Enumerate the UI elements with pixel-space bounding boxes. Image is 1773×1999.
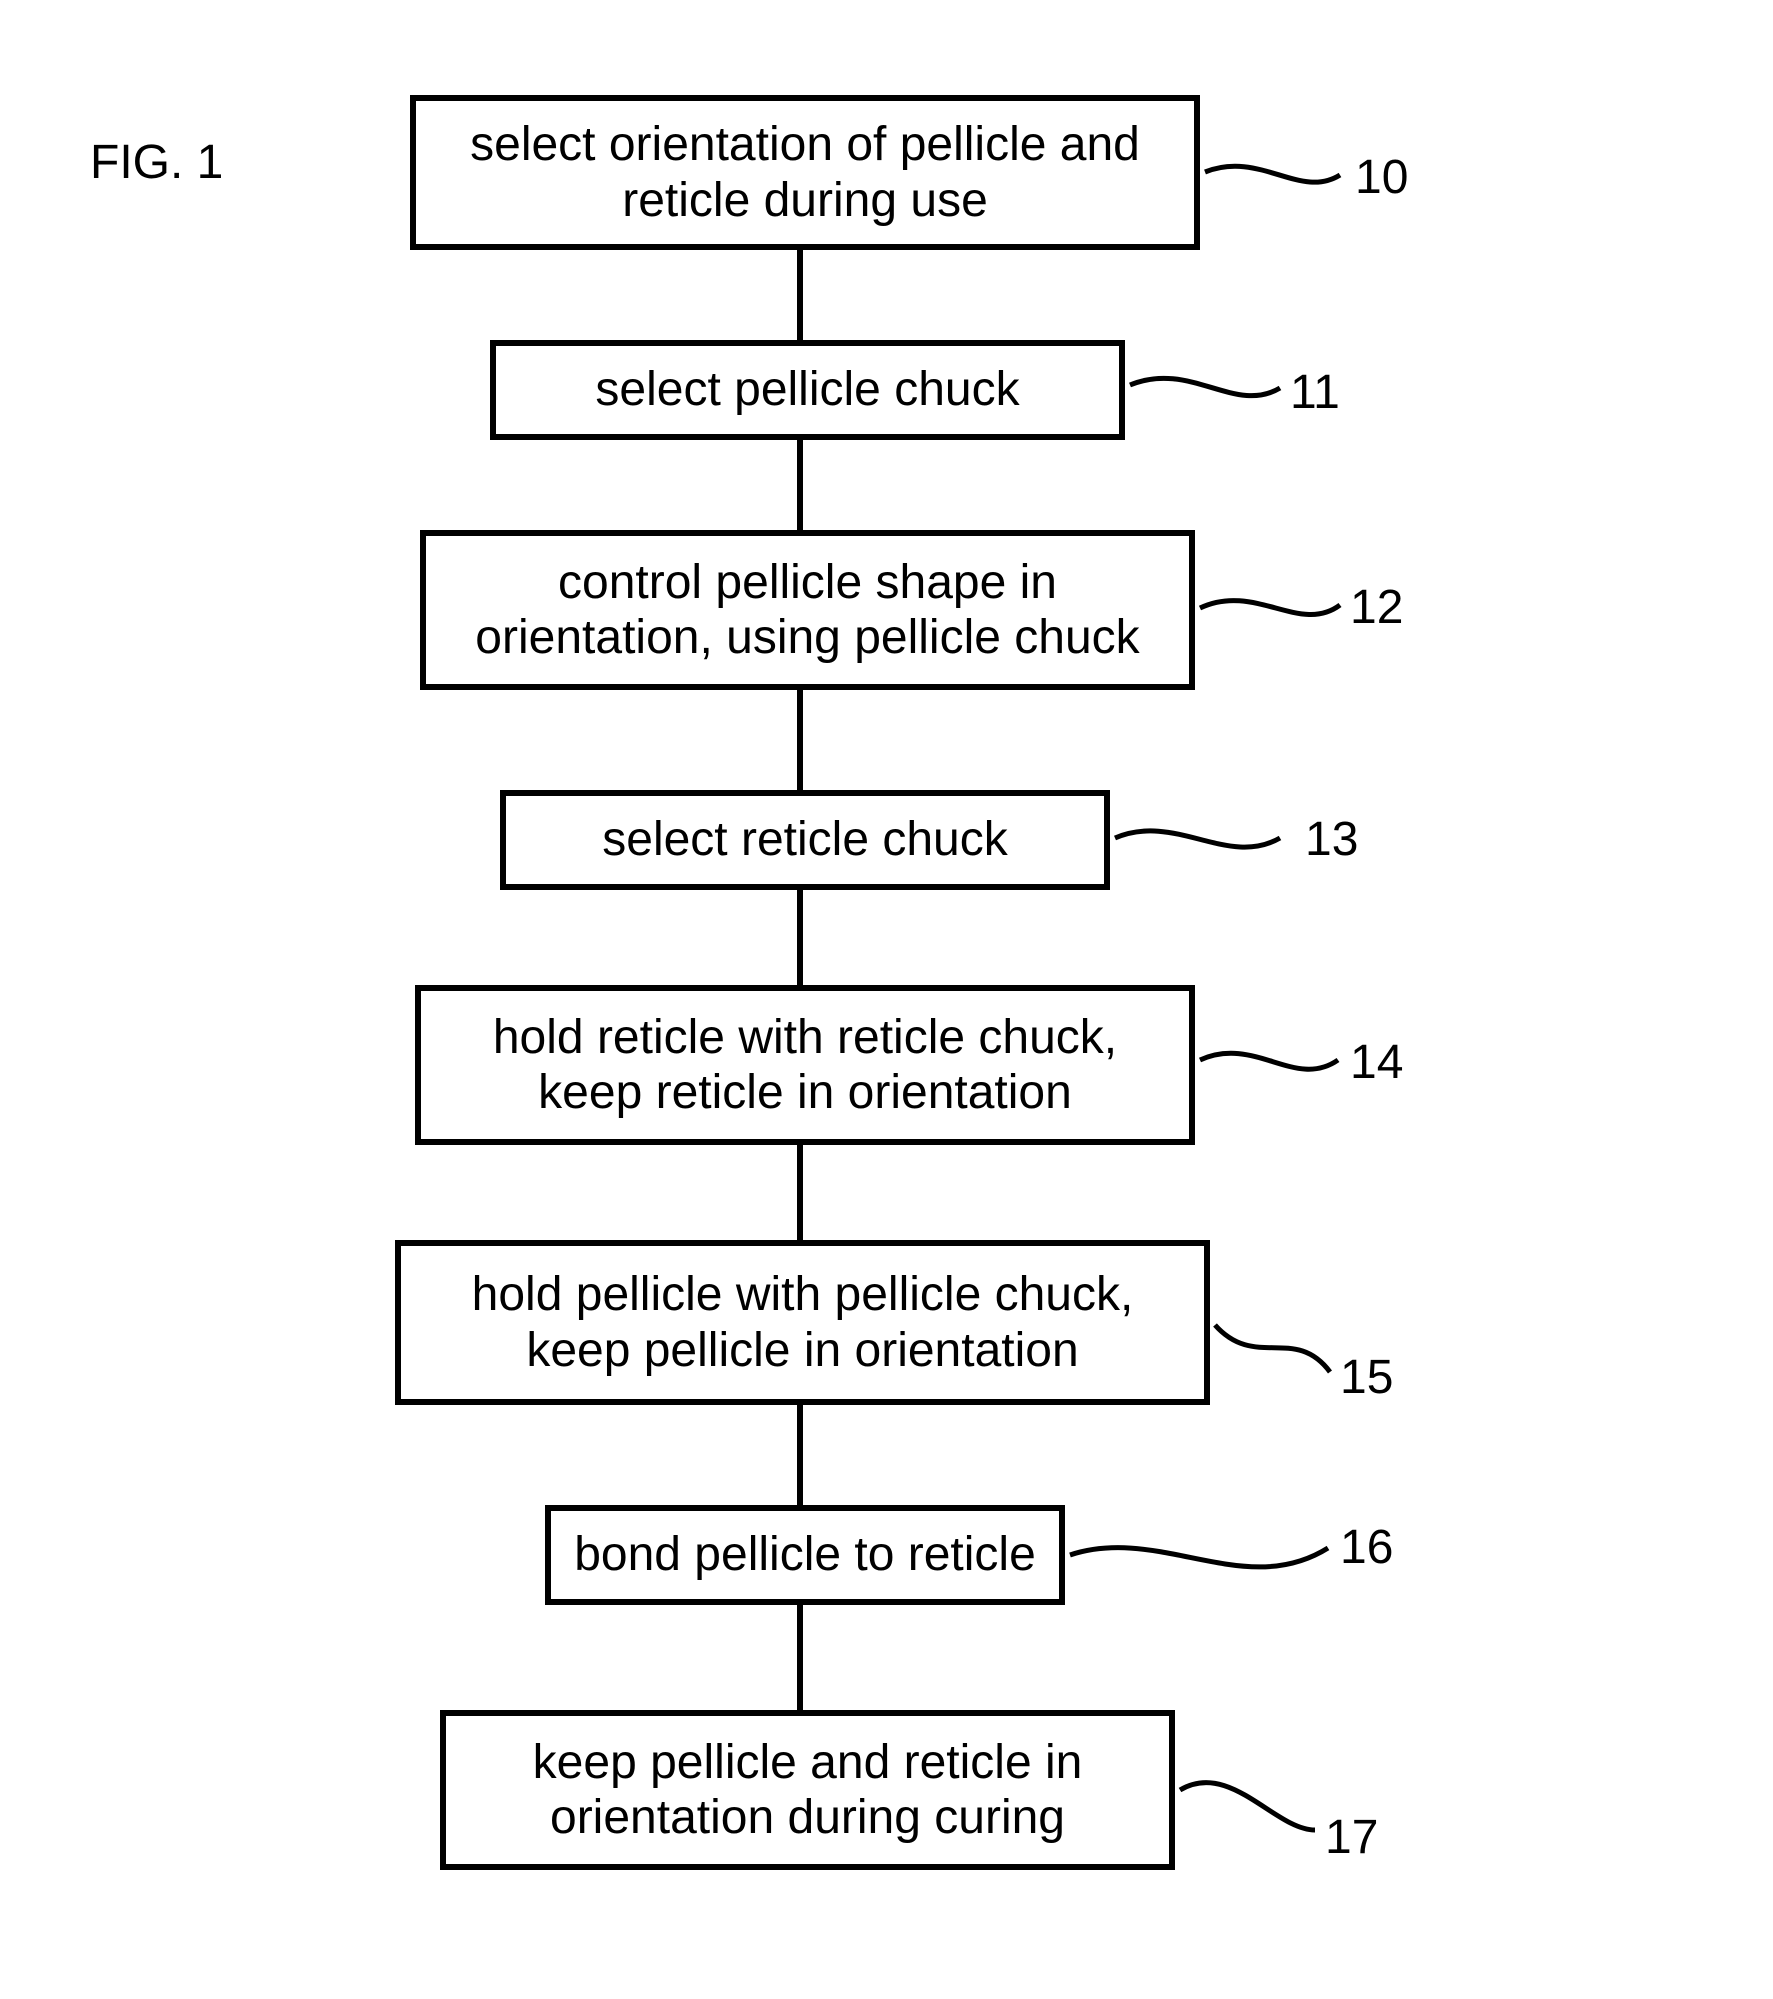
ref-14: 14 <box>1350 1035 1403 1090</box>
step-box-11: select pellicle chuck <box>490 340 1125 440</box>
step-box-15: hold pellicle with pellicle chuck, keep … <box>395 1240 1210 1405</box>
ref-12: 12 <box>1350 580 1403 635</box>
ref-17: 17 <box>1325 1810 1378 1865</box>
step-box-13: select reticle chuck <box>500 790 1110 890</box>
ref-13: 13 <box>1305 812 1358 867</box>
step-box-17: keep pellicle and reticle in orientation… <box>440 1710 1175 1870</box>
ref-11: 11 <box>1290 365 1340 420</box>
ref-15: 15 <box>1340 1350 1393 1405</box>
step-box-12: control pellicle shape in orientation, u… <box>420 530 1195 690</box>
ref-16: 16 <box>1340 1520 1393 1575</box>
step-box-10: select orientation of pellicle and retic… <box>410 95 1200 250</box>
step-box-14: hold reticle with reticle chuck, keep re… <box>415 985 1195 1145</box>
step-box-16: bond pellicle to reticle <box>545 1505 1065 1605</box>
figure-label: FIG. 1 <box>90 135 223 190</box>
ref-10: 10 <box>1355 150 1408 205</box>
